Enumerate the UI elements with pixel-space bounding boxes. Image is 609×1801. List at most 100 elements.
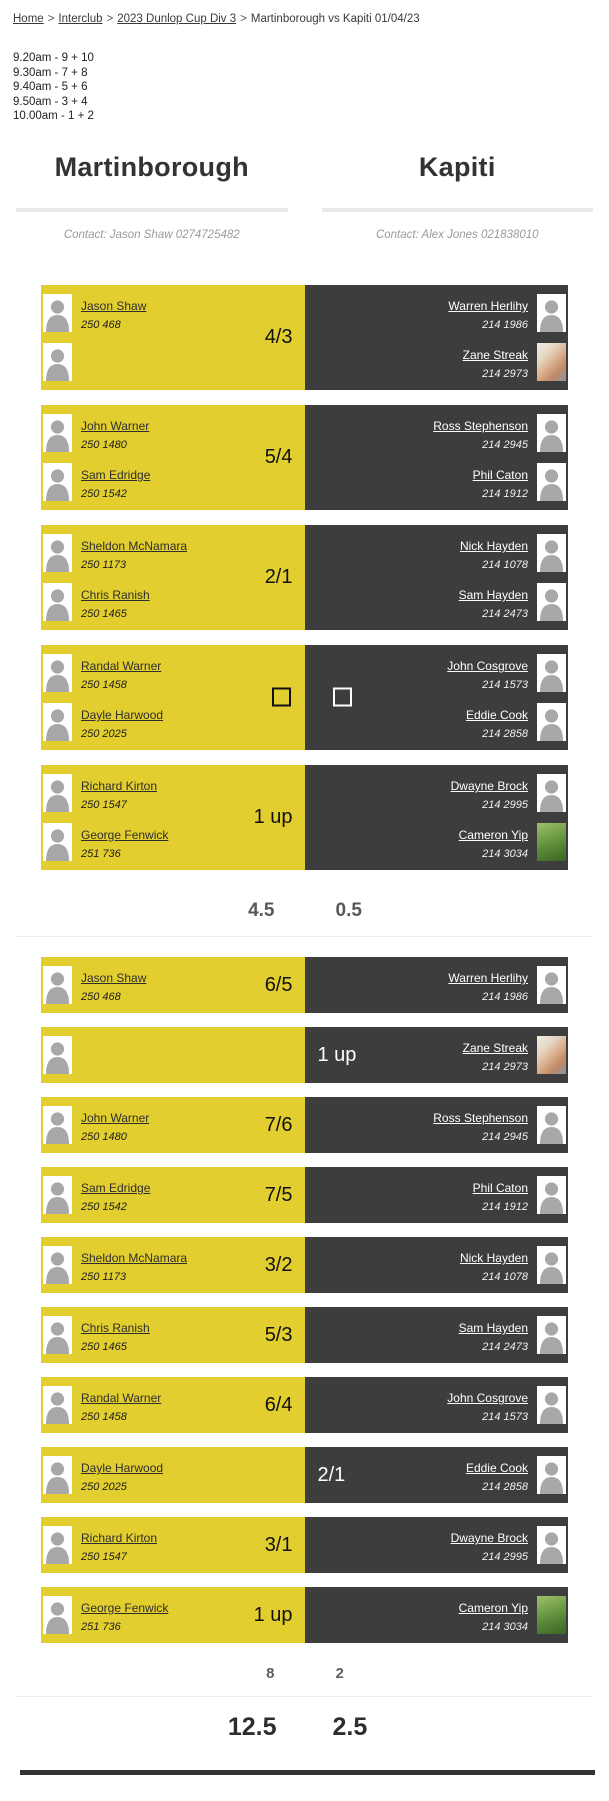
player-number: 214 1986 xyxy=(482,990,528,1003)
player-name-link[interactable]: Richard Kirton xyxy=(81,1530,158,1545)
player-name-link[interactable]: Chris Ranish xyxy=(81,587,150,602)
breadcrumb-link-home[interactable]: Home xyxy=(13,13,44,25)
player-entry: Sam Edridge 250 1542 xyxy=(41,1175,305,1214)
match-row: Richard Kirton 250 1547 George Fenwick 2… xyxy=(41,764,569,870)
player-entry: Sam Hayden 214 2473 xyxy=(305,1315,569,1354)
player-name-link[interactable]: Dayle Harwood xyxy=(81,1460,164,1475)
match-result: 2/1 xyxy=(264,566,293,589)
player-number: 214 2995 xyxy=(482,798,528,811)
match-row: Randal Warner 250 1458 6/4 John Cosgrove… xyxy=(41,1376,568,1433)
player-name-link[interactable]: Nick Hayden xyxy=(459,538,528,553)
avatar-placeholder-icon xyxy=(537,1385,566,1424)
player-name-link[interactable]: Ross Stephenson xyxy=(433,1110,528,1125)
avatar-placeholder-icon xyxy=(43,462,72,501)
player-name-link[interactable]: Phil Caton xyxy=(472,1180,528,1195)
player-photo xyxy=(537,342,566,381)
avatar-placeholder-icon xyxy=(537,1175,566,1214)
player-entry: John Cosgrove 214 1573 xyxy=(305,653,569,692)
singles-subtotal-away: 2 xyxy=(335,1664,344,1682)
player-name-link[interactable]: Warren Herlihy xyxy=(448,298,528,313)
player-info: Sam Edridge 250 1542 xyxy=(72,463,150,500)
singles-subtotal-home: 8 xyxy=(266,1664,275,1682)
player-entry: Phil Caton 214 1912 xyxy=(305,1175,569,1214)
result-checkbox-home[interactable] xyxy=(271,687,291,707)
player-name-link[interactable]: Sam Hayden xyxy=(458,1320,528,1335)
away-team-name: Kapiti xyxy=(418,151,496,182)
player-name-link[interactable]: Randal Warner xyxy=(81,1390,162,1405)
player-name-link[interactable]: Zane Streak xyxy=(462,347,528,362)
player-name-link[interactable]: John Cosgrove xyxy=(447,658,528,673)
player-name-link[interactable]: Sam Edridge xyxy=(81,1180,151,1195)
result-checkbox-away[interactable] xyxy=(332,687,352,707)
player-info: Jason Shaw 250 468 xyxy=(72,966,146,1003)
player-name-link[interactable]: Sheldon McNamara xyxy=(81,538,188,553)
player-name-link[interactable]: Sheldon McNamara xyxy=(81,1250,188,1265)
player-name-link[interactable]: Dayle Harwood xyxy=(81,707,164,722)
player-info: Dayle Harwood 250 2025 xyxy=(72,703,163,740)
player-name-link[interactable]: Dwayne Brock xyxy=(450,1530,528,1545)
breadcrumb-separator: > xyxy=(47,13,55,25)
player-name-link[interactable]: Eddie Cook xyxy=(465,1460,528,1475)
player-entry: Dayle Harwood 250 2025 xyxy=(41,1455,305,1494)
player-entry: Dayle Harwood 250 2025 xyxy=(41,702,305,741)
player-name-link[interactable]: Zane Streak xyxy=(462,1040,528,1055)
player-name-link[interactable]: Chris Ranish xyxy=(81,1320,150,1335)
player-name-link[interactable]: Sam Edridge xyxy=(81,467,151,482)
player-info: Chris Ranish 250 1465 xyxy=(72,583,150,620)
player-name-link[interactable]: Randal Warner xyxy=(81,658,162,673)
breadcrumb-link-interclub[interactable]: Interclub xyxy=(58,13,103,25)
player-info: Randal Warner 250 1458 xyxy=(72,1386,161,1423)
player-number: 250 1542 xyxy=(81,487,127,500)
player-name-link[interactable]: Nick Hayden xyxy=(459,1250,528,1265)
match-result: 4/3 xyxy=(264,326,293,349)
player-name-link[interactable]: Warren Herlihy xyxy=(448,970,528,985)
breadcrumb-link-competition[interactable]: 2023 Dunlop Cup Div 3 xyxy=(117,13,237,25)
player-info: Cameron Yip 214 3034 xyxy=(459,823,537,860)
home-side: Richard Kirton 250 1547 3/1 xyxy=(41,1516,305,1573)
pairs-subtotal-home: 4.5 xyxy=(248,899,275,921)
tee-time-item: 9.50am - 3 + 4 xyxy=(13,95,88,108)
player-name-link[interactable]: Jason Shaw xyxy=(81,298,147,313)
player-name-link[interactable]: John Warner xyxy=(81,1110,150,1125)
player-entry: Eddie Cook 214 2858 xyxy=(305,702,569,741)
player-name-link[interactable]: John Cosgrove xyxy=(447,1390,528,1405)
avatar-placeholder-icon xyxy=(537,653,566,692)
player-name-link[interactable]: Ross Stephenson xyxy=(433,418,528,433)
player-entry: Dwayne Brock 214 2995 xyxy=(305,773,569,812)
match-row: Randal Warner 250 1458 Dayle Harwood 250… xyxy=(41,644,569,750)
avatar-placeholder-icon xyxy=(537,773,566,812)
player-entry: Nick Hayden 214 1078 xyxy=(305,533,569,572)
player-info: John Cosgrove 214 1573 xyxy=(447,654,537,691)
player-number: 214 2473 xyxy=(482,607,528,620)
player-name-link[interactable]: Richard Kirton xyxy=(81,778,158,793)
player-info: Randal Warner 250 1458 xyxy=(72,654,161,691)
player-entry: Sheldon McNamara 250 1173 xyxy=(41,533,305,572)
player-name-link[interactable]: Dwayne Brock xyxy=(450,778,528,793)
player-name-link[interactable]: Cameron Yip xyxy=(458,827,528,842)
tee-time-item: 10.00am - 1 + 2 xyxy=(13,110,94,123)
player-entry: George Fenwick 251 736 xyxy=(41,822,305,861)
player-number: 250 1547 xyxy=(81,798,127,811)
player-name-link[interactable]: John Warner xyxy=(81,418,150,433)
avatar-placeholder-icon xyxy=(537,462,566,501)
player-photo xyxy=(537,822,566,861)
player-name-link[interactable]: Eddie Cook xyxy=(465,707,528,722)
player-info: Sam Edridge 250 1542 xyxy=(72,1176,150,1213)
avatar-placeholder-icon xyxy=(537,413,566,452)
player-info: Dwayne Brock 214 2995 xyxy=(451,1526,537,1563)
player-name-link[interactable]: Cameron Yip xyxy=(458,1600,528,1615)
tee-time-item: 9.20am - 9 + 10 xyxy=(13,52,94,64)
player-name-link[interactable]: George Fenwick xyxy=(81,827,169,842)
player-name-link[interactable]: Jason Shaw xyxy=(81,970,147,985)
player-number: 250 1542 xyxy=(81,1200,127,1213)
match-result: 3/2 xyxy=(264,1253,293,1276)
home-side: Chris Ranish 250 1465 5/3 xyxy=(41,1306,305,1363)
player-name-link[interactable]: Sam Hayden xyxy=(458,587,528,602)
player-entry: Richard Kirton 250 1547 xyxy=(41,773,305,812)
player-entry: Sheldon McNamara 250 1173 xyxy=(41,1245,305,1284)
match-result: 2/1 xyxy=(317,1463,346,1486)
player-name-link[interactable]: George Fenwick xyxy=(81,1600,169,1615)
player-number: 214 2973 xyxy=(482,1060,528,1073)
player-entry: Ross Stephenson 214 2945 xyxy=(305,1105,569,1144)
player-name-link[interactable]: Phil Caton xyxy=(472,467,528,482)
